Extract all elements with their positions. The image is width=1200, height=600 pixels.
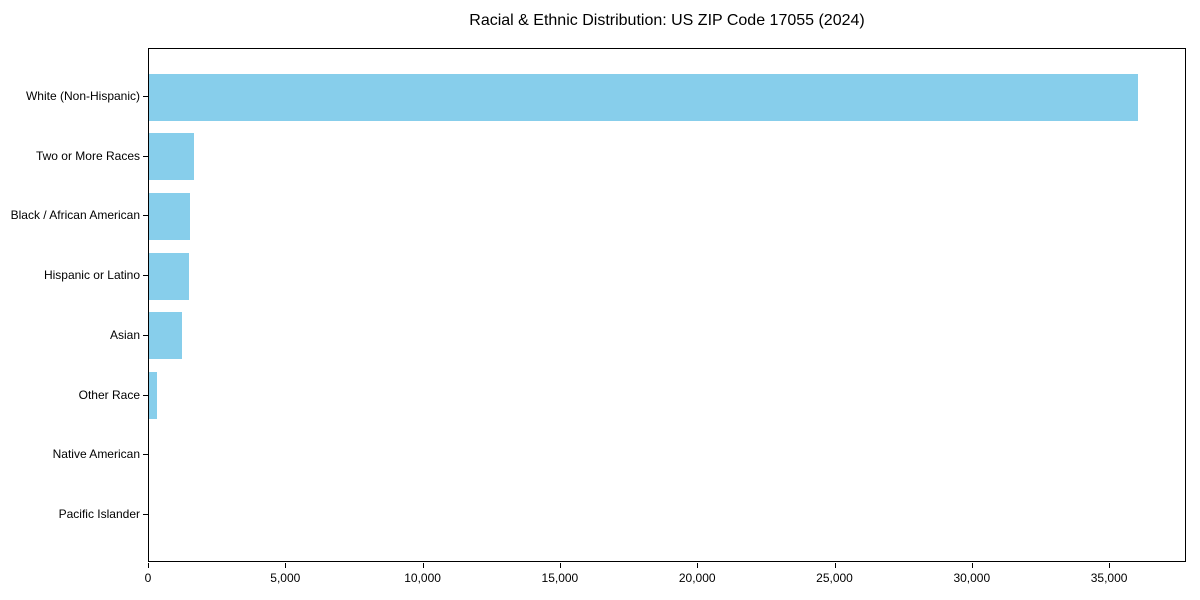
y-tick-mark: [143, 513, 148, 515]
x-tick-label: 25,000: [816, 571, 853, 585]
bar-hispanic-or-latino: [149, 252, 190, 300]
bar-asian: [149, 312, 182, 360]
y-tick-mark: [143, 155, 148, 157]
x-tick-mark: [1109, 563, 1111, 568]
y-axis-label: Native American: [52, 447, 140, 462]
x-tick-mark: [285, 563, 287, 568]
chart-title: Racial & Ethnic Distribution: US ZIP Cod…: [469, 12, 865, 29]
y-tick-mark: [143, 215, 148, 217]
y-tick-mark: [143, 394, 148, 396]
bar-white-non-hispanic: [149, 73, 1138, 121]
x-tick-mark: [559, 563, 561, 568]
x-tick-label: 30,000: [953, 571, 991, 585]
y-axis-label: Two or More Races: [35, 148, 140, 163]
y-tick-mark: [143, 454, 148, 456]
bar-other-race: [149, 372, 157, 419]
bar-black-african-american: [149, 192, 191, 240]
y-axis-label: Other Race: [78, 387, 140, 402]
x-tick-mark: [834, 563, 836, 568]
y-axis-label: White (Non-Hispanic): [25, 89, 140, 103]
x-tick-mark: [148, 563, 149, 568]
x-tick-mark: [697, 563, 699, 568]
y-axis-label: Black / African American: [10, 208, 140, 223]
x-tick-label: 35,000: [1090, 571, 1128, 585]
x-tick-label: 20,000: [678, 571, 716, 585]
x-tick-label: 0: [144, 571, 152, 585]
y-axis-label: Asian: [109, 327, 140, 342]
y-tick-mark: [143, 334, 148, 336]
plot-area: [148, 48, 1186, 562]
x-tick-mark: [971, 563, 973, 568]
x-tick-mark: [422, 563, 424, 568]
y-axis-label: Pacific Islander: [58, 506, 140, 521]
y-tick-mark: [143, 96, 148, 97]
y-tick-mark: [143, 275, 148, 277]
y-axis-label: Hispanic or Latino: [43, 268, 140, 283]
x-tick-label: 5,000: [270, 571, 301, 585]
x-tick-label: 10,000: [404, 571, 441, 585]
x-tick-label: 15,000: [541, 571, 579, 585]
bar-two-or-more-races: [149, 133, 195, 181]
